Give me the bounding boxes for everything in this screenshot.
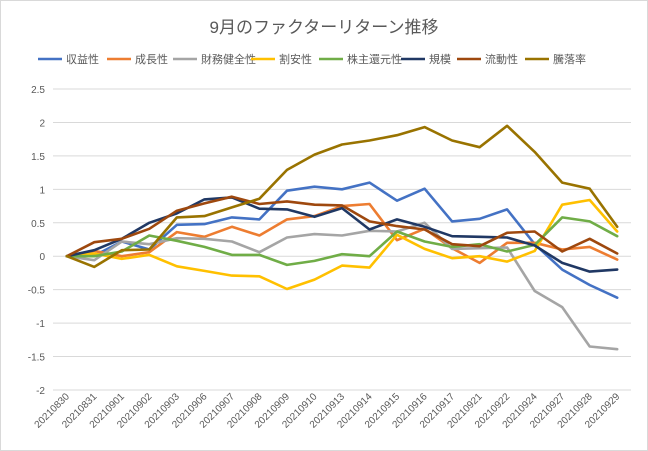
y-tick-label: 1.5 (31, 152, 45, 163)
series-line-6 (65, 195, 619, 258)
legend-label: 騰落率 (553, 52, 586, 66)
series-line-2 (65, 221, 619, 351)
series-line-4 (65, 216, 619, 267)
legend-label: 規模 (429, 52, 451, 66)
y-tick-label: 0 (39, 252, 45, 263)
series-lines (65, 124, 619, 351)
y-tick-label: -0.5 (28, 286, 46, 297)
chart-title: 9月のファクターリターン推移 (210, 18, 439, 37)
y-tick-label: 2.5 (31, 85, 45, 96)
legend-label: 株主還元性 (347, 52, 402, 66)
legend-label: 流動性 (485, 52, 518, 66)
legend-label: 財務健全性 (201, 52, 256, 66)
legend-label: 成長性 (135, 52, 168, 66)
gridlines (53, 88, 631, 391)
x-axis: 2021083020210831202109012021090220210903… (33, 391, 623, 431)
y-axis: -2 -1.5 -1 -0.5 0 0.5 1 1.5 2 2.5 (28, 85, 46, 397)
y-tick-label: -1 (36, 319, 45, 330)
series-line-5 (65, 196, 619, 273)
legend-label: 割安性 (279, 52, 312, 66)
series-line-0 (65, 181, 619, 300)
legend: 収益性 成長性 財務健全性 割安性 株主還元性 規模 流動性 騰落率 (38, 52, 586, 66)
y-tick-label: 0.5 (31, 219, 45, 230)
series-line-3 (65, 198, 619, 291)
y-tick-label: 1 (39, 185, 45, 196)
series-line-7 (65, 124, 619, 269)
y-tick-label: 2 (39, 118, 45, 129)
y-tick-label: -1.5 (28, 353, 46, 364)
y-tick-label: -2 (36, 386, 45, 397)
legend-label: 収益性 (66, 52, 99, 66)
